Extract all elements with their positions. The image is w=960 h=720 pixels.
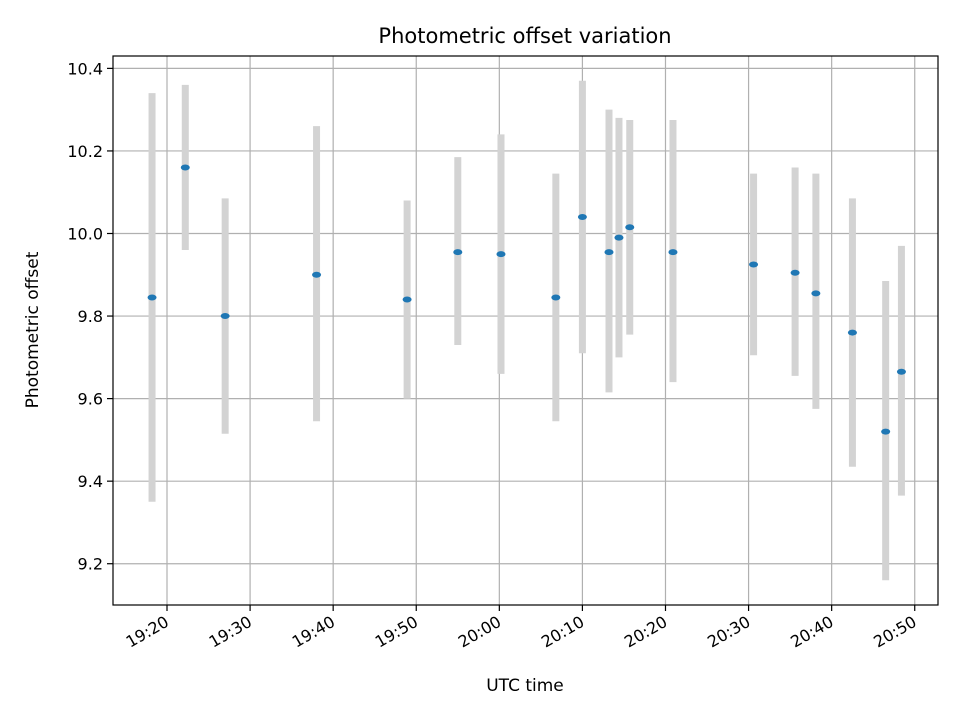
y-axis-label: Photometric offset	[23, 251, 43, 408]
x-tick-label: 19:20	[123, 612, 172, 652]
data-point	[147, 294, 157, 301]
data-point	[312, 271, 322, 278]
data-point	[577, 213, 587, 220]
x-tick-label: 20:00	[455, 612, 504, 652]
x-tick-label: 19:50	[372, 612, 421, 652]
x-axis-ticks: 19:20 19:30 19:40 19:50 20:00 20:10 20:20 20:30…	[123, 605, 920, 652]
x-tick-label: 19:30	[206, 612, 255, 652]
plot-frame	[112, 55, 939, 606]
data-point	[811, 290, 821, 297]
data-point	[625, 224, 635, 231]
data-points	[147, 164, 906, 435]
chart-title: Photometric offset variation	[378, 24, 671, 48]
x-tick-label: 20:20	[621, 612, 670, 652]
x-tick-label: 20:50	[870, 612, 919, 652]
data-point	[847, 329, 857, 336]
data-point	[881, 428, 891, 435]
y-tick-label: 10.4	[67, 59, 103, 78]
y-tick-label: 9.4	[78, 472, 103, 491]
x-tick-label: 19:40	[289, 612, 338, 652]
data-point	[496, 251, 506, 258]
data-point	[614, 234, 624, 241]
data-point	[604, 249, 614, 256]
y-tick-label: 9.8	[78, 307, 103, 326]
data-point	[220, 313, 230, 320]
data-point	[790, 269, 800, 276]
x-tick-label: 20:10	[538, 612, 587, 652]
error-bars	[148, 80, 905, 581]
y-tick-label: 9.6	[78, 390, 103, 409]
y-tick-label: 10.2	[67, 142, 103, 161]
data-point	[551, 294, 561, 301]
data-point	[180, 164, 190, 171]
data-point	[896, 368, 906, 375]
x-tick-label: 20:30	[704, 612, 753, 652]
y-tick-label: 9.2	[78, 555, 103, 574]
x-tick-label: 20:40	[787, 612, 836, 652]
x-axis-label: UTC time	[486, 676, 564, 696]
data-point	[402, 296, 412, 303]
y-axis-ticks: 9.2 9.4 9.6 9.8 10.0 10.2 10.4	[67, 59, 113, 574]
data-point	[453, 249, 463, 256]
data-point	[749, 261, 759, 268]
y-tick-label: 10.0	[67, 224, 103, 243]
data-point	[668, 249, 678, 256]
